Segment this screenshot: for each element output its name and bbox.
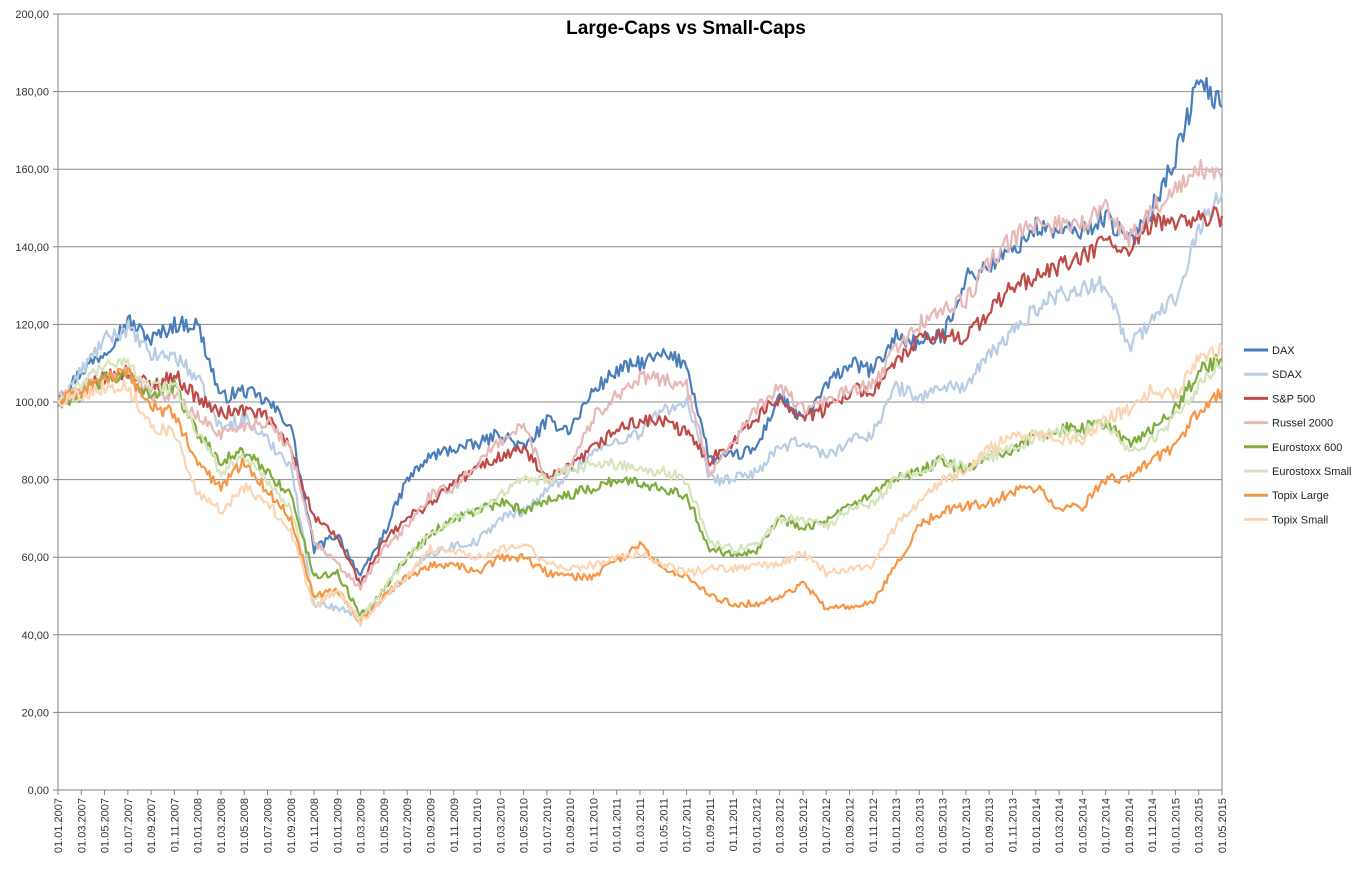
x-tick-label: 01.01.2011	[612, 798, 624, 852]
gridlines	[58, 13, 1223, 791]
x-tick-label: 01.05.2013	[938, 798, 950, 853]
x-tick-label: 01.05.2010	[519, 798, 531, 853]
x-tick-label: 01.03.2014	[1054, 798, 1066, 853]
y-tick-label: 160,00	[15, 164, 49, 176]
legend-label: DAX	[1272, 345, 1295, 357]
x-tick-label: 01.09.2009	[425, 798, 437, 853]
series-lines	[56, 76, 1224, 628]
x-tick-label: 01.07.2013	[961, 798, 973, 853]
x-tick-label: 01.07.2007	[123, 798, 135, 853]
x-tick-label: 01.03.2012	[775, 798, 787, 853]
x-tick-label: 01.07.2008	[263, 798, 275, 853]
x-tick-label: 01.11.2012	[868, 798, 880, 852]
series-line-topix-small	[56, 342, 1223, 628]
legend-label: Topix Large	[1272, 490, 1329, 502]
x-tick-label: 01.05.2011	[658, 798, 670, 852]
x-tick-label: 01.01.2012	[751, 798, 763, 853]
series-line-topix-large	[57, 366, 1224, 623]
y-tick-label: 0,00	[28, 785, 49, 797]
y-tick-label: 20,00	[21, 707, 49, 719]
y-tick-label: 40,00	[21, 630, 49, 642]
x-tick-label: 01.09.2010	[565, 798, 577, 853]
x-tick-label: 01.05.2009	[379, 798, 391, 853]
x-tick-label: 01.03.2011	[635, 798, 647, 852]
x-tick-label: 01.03.2013	[914, 798, 926, 853]
x-tick-label: 01.11.2011	[728, 798, 740, 851]
x-tick-label: 01.01.2010	[472, 798, 484, 853]
series-line-sdax	[56, 191, 1224, 617]
x-tick-label: 01.11.2007	[169, 798, 181, 852]
series-line-russel-2000	[56, 158, 1224, 591]
x-tick-label: 01.07.2011	[682, 798, 694, 852]
x-tick-label: 01.11.2008	[309, 798, 321, 852]
y-tick-label: 140,00	[15, 242, 49, 254]
y-tick-label: 200,00	[15, 9, 49, 21]
x-tick-label: 01.05.2008	[239, 798, 251, 853]
x-tick-label: 01.09.2011	[705, 798, 717, 852]
x-tick-label: 01.05.2014	[1077, 798, 1089, 853]
x-tick-label: 01.05.2015	[1217, 798, 1229, 853]
series-line-s-p-500	[56, 206, 1224, 589]
legend-label: SDAX	[1272, 369, 1303, 381]
x-tick-label: 01.07.2009	[402, 798, 414, 853]
x-tick-label: 01.09.2014	[1124, 798, 1136, 853]
x-axis: 01.01.2007 01.03.2007 01.05.2007 01.07.2007…	[53, 790, 1229, 853]
x-tick-label: 01.05.2012	[798, 798, 810, 853]
x-tick-label: 01.01.2009	[332, 798, 344, 853]
y-tick-label: 180,00	[15, 87, 49, 99]
x-tick-label: 01.01.2013	[891, 798, 903, 853]
x-tick-label: 01.09.2007	[146, 798, 158, 853]
x-tick-label: 01.03.2009	[356, 798, 368, 853]
x-tick-label: 01.05.2007	[100, 798, 112, 853]
x-tick-label: 01.09.2013	[984, 798, 996, 853]
x-tick-label: 01.11.2009	[449, 798, 461, 852]
x-tick-label: 01.03.2015	[1194, 798, 1206, 853]
legend-label: Topix Small	[1272, 514, 1328, 526]
x-tick-label: 01.03.2008	[216, 798, 228, 853]
x-tick-label: 01.11.2014	[1147, 798, 1159, 852]
x-tick-label: 01.09.2008	[286, 798, 298, 853]
x-tick-label: 01.09.2012	[845, 798, 857, 853]
x-tick-label: 01.01.2015	[1170, 798, 1182, 853]
x-tick-label: 01.11.2010	[588, 798, 600, 852]
series-line-eurostoxx-600	[57, 354, 1223, 617]
y-tick-label: 100,00	[15, 397, 49, 409]
chart-title: Large-Caps vs Small-Caps	[566, 18, 806, 39]
series-line-dax	[57, 76, 1223, 577]
y-tick-label: 80,00	[21, 475, 49, 487]
x-tick-label: 01.11.2013	[1007, 798, 1019, 852]
x-tick-label: 01.07.2014	[1101, 798, 1113, 853]
x-tick-label: 01.03.2007	[76, 798, 88, 853]
legend-label: Eurostoxx Small	[1272, 466, 1351, 478]
y-tick-label: 60,00	[21, 552, 49, 564]
legend-label: Eurostoxx 600	[1272, 442, 1342, 454]
x-tick-label: 01.03.2010	[495, 798, 507, 853]
x-tick-label: 01.01.2007	[53, 798, 65, 853]
legend-label: S&P 500	[1272, 393, 1315, 405]
x-tick-label: 01.01.2014	[1031, 798, 1043, 853]
x-tick-label: 01.07.2012	[821, 798, 833, 853]
x-tick-label: 01.01.2008	[193, 798, 205, 853]
y-tick-label: 120,00	[15, 319, 49, 331]
legend-label: Russel 2000	[1272, 418, 1333, 430]
x-tick-label: 01.07.2010	[542, 798, 554, 853]
legend: DAX SDAX S&P 500 Russel 2000 Eurostoxx 600 Eu…	[1244, 345, 1351, 526]
